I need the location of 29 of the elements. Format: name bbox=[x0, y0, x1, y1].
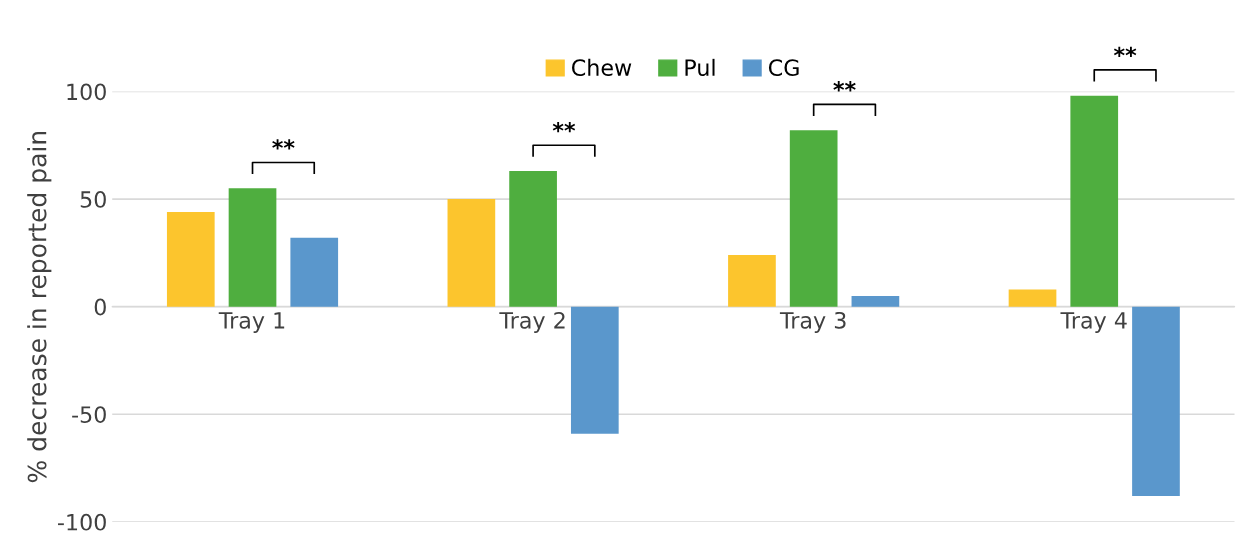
legend-label: Chew bbox=[572, 58, 632, 77]
x-tick-label: Tray 2 bbox=[499, 311, 565, 334]
bar bbox=[228, 188, 277, 307]
bar bbox=[1132, 306, 1180, 497]
bar bbox=[290, 237, 339, 307]
bar bbox=[509, 171, 557, 307]
annotation: ** bbox=[272, 139, 295, 150]
bar bbox=[1008, 289, 1057, 307]
y-tick-label: 100 bbox=[67, 83, 106, 101]
y-tick-label: 0 bbox=[94, 298, 106, 316]
y-tick-label: 50 bbox=[80, 191, 106, 208]
bar bbox=[851, 295, 900, 307]
bar bbox=[166, 211, 215, 307]
legend-label: Pul bbox=[685, 58, 715, 77]
annotation: ** bbox=[552, 121, 576, 133]
bar bbox=[728, 255, 776, 307]
bar bbox=[570, 306, 619, 434]
bar bbox=[447, 199, 496, 307]
x-tick-label: Tray 1 bbox=[218, 312, 285, 334]
y-axis-title: % decrease in reported pain bbox=[27, 131, 52, 483]
text: ** bbox=[1113, 46, 1137, 57]
text: ** bbox=[833, 81, 856, 92]
bar bbox=[789, 130, 838, 307]
bar bbox=[1070, 95, 1119, 307]
x-tick-label: Tray 3 bbox=[779, 311, 846, 334]
legend-label: CG bbox=[768, 59, 799, 77]
y-tick-label: -100 bbox=[58, 513, 106, 531]
y-tick-label: -50 bbox=[72, 406, 106, 424]
x-tick-label: Tray 4 bbox=[1060, 312, 1127, 334]
